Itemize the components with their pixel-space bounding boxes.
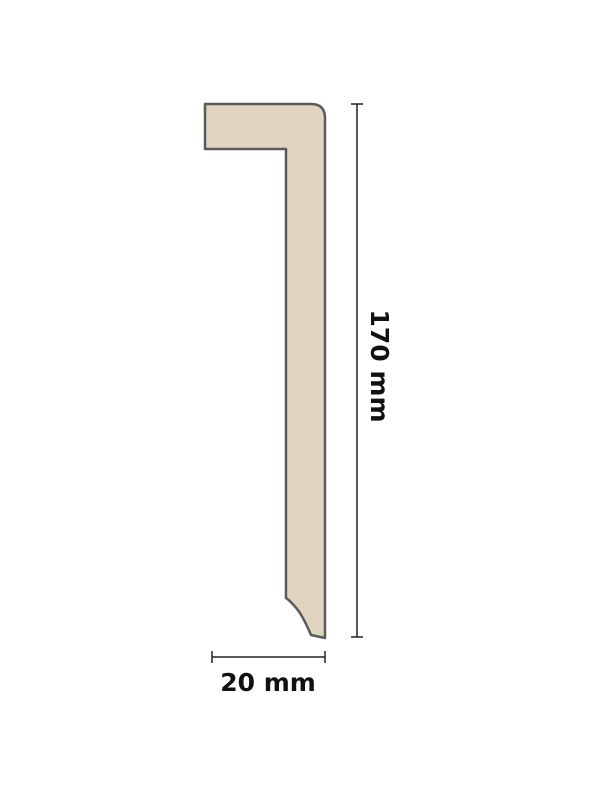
height-dimension-label: 170 mm xyxy=(365,310,394,423)
height-dimension: 170 mm xyxy=(351,103,394,638)
width-dimension: 20 mm xyxy=(211,651,326,697)
width-dimension-label: 20 mm xyxy=(220,668,316,697)
skirting-board-profile xyxy=(203,102,327,640)
